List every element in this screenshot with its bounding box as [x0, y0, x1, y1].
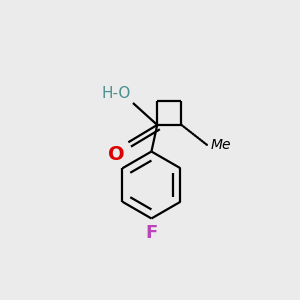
Text: O: O	[108, 145, 124, 164]
Text: F: F	[145, 224, 158, 242]
Text: H-O: H-O	[101, 86, 131, 101]
Text: Me: Me	[211, 138, 231, 152]
